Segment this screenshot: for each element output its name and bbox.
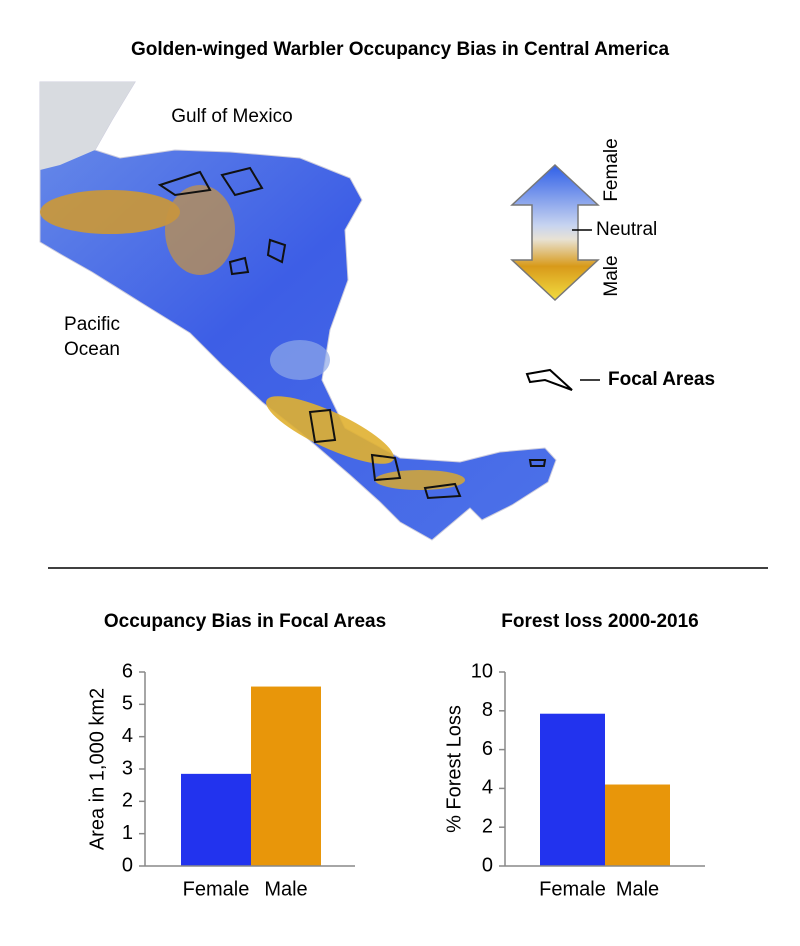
- map-label: Ocean: [64, 339, 120, 360]
- y-tick-label: 2: [122, 790, 133, 812]
- male-zone: [165, 185, 235, 275]
- map: Gulf of Mexico Pacific Ocean: [39, 81, 557, 541]
- x-tick-label: Female: [539, 878, 606, 900]
- land: [39, 81, 557, 541]
- y-tick-label: 4: [122, 725, 133, 747]
- bar: [251, 686, 321, 866]
- y-axis-label: Area in 1,000 km2: [86, 688, 108, 850]
- y-tick-label: 2: [482, 815, 493, 837]
- y-tick-label: 0: [482, 854, 493, 876]
- focal-areas: [157, 166, 547, 500]
- legend-label: Male: [601, 255, 622, 296]
- y-tick-label: 3: [122, 757, 133, 779]
- bias-arrow: [510, 163, 600, 302]
- male-zone: [266, 396, 394, 464]
- legend-label: Female: [601, 138, 622, 201]
- map-legend: Female Neutral Male Focal Areas: [510, 138, 715, 391]
- legend-label: Neutral: [596, 219, 657, 240]
- bar: [181, 773, 251, 866]
- legend-label: Focal Areas: [608, 369, 715, 390]
- land-neutral: [40, 82, 135, 170]
- focal-icon: [525, 368, 573, 391]
- chart-title: Forest loss 2000-2016: [501, 611, 699, 632]
- map-label: Pacific: [64, 314, 120, 335]
- y-tick-label: 10: [471, 660, 493, 682]
- chart-title: Occupancy Bias in Focal Areas: [104, 611, 386, 632]
- male-zone: [375, 470, 465, 490]
- bar: [540, 713, 605, 866]
- y-tick-label: 8: [482, 699, 493, 721]
- y-tick-label: 1: [122, 822, 133, 844]
- x-tick-label: Male: [264, 878, 307, 900]
- neutral-zone: [270, 340, 330, 380]
- map-label: Gulf of Mexico: [171, 106, 292, 127]
- title: Golden-winged Warbler Occupancy Bias in …: [131, 39, 670, 60]
- x-tick-label: Male: [616, 878, 659, 900]
- y-axis-label: % Forest Loss: [443, 705, 465, 833]
- y-tick-label: 0: [122, 854, 133, 876]
- y-tick-label: 6: [482, 738, 493, 760]
- male-zone: [40, 190, 180, 234]
- y-tick-label: 5: [122, 693, 133, 715]
- x-tick-label: Female: [183, 878, 250, 900]
- y-tick-label: 4: [482, 777, 493, 799]
- bar: [605, 784, 670, 866]
- y-tick-label: 6: [122, 660, 133, 682]
